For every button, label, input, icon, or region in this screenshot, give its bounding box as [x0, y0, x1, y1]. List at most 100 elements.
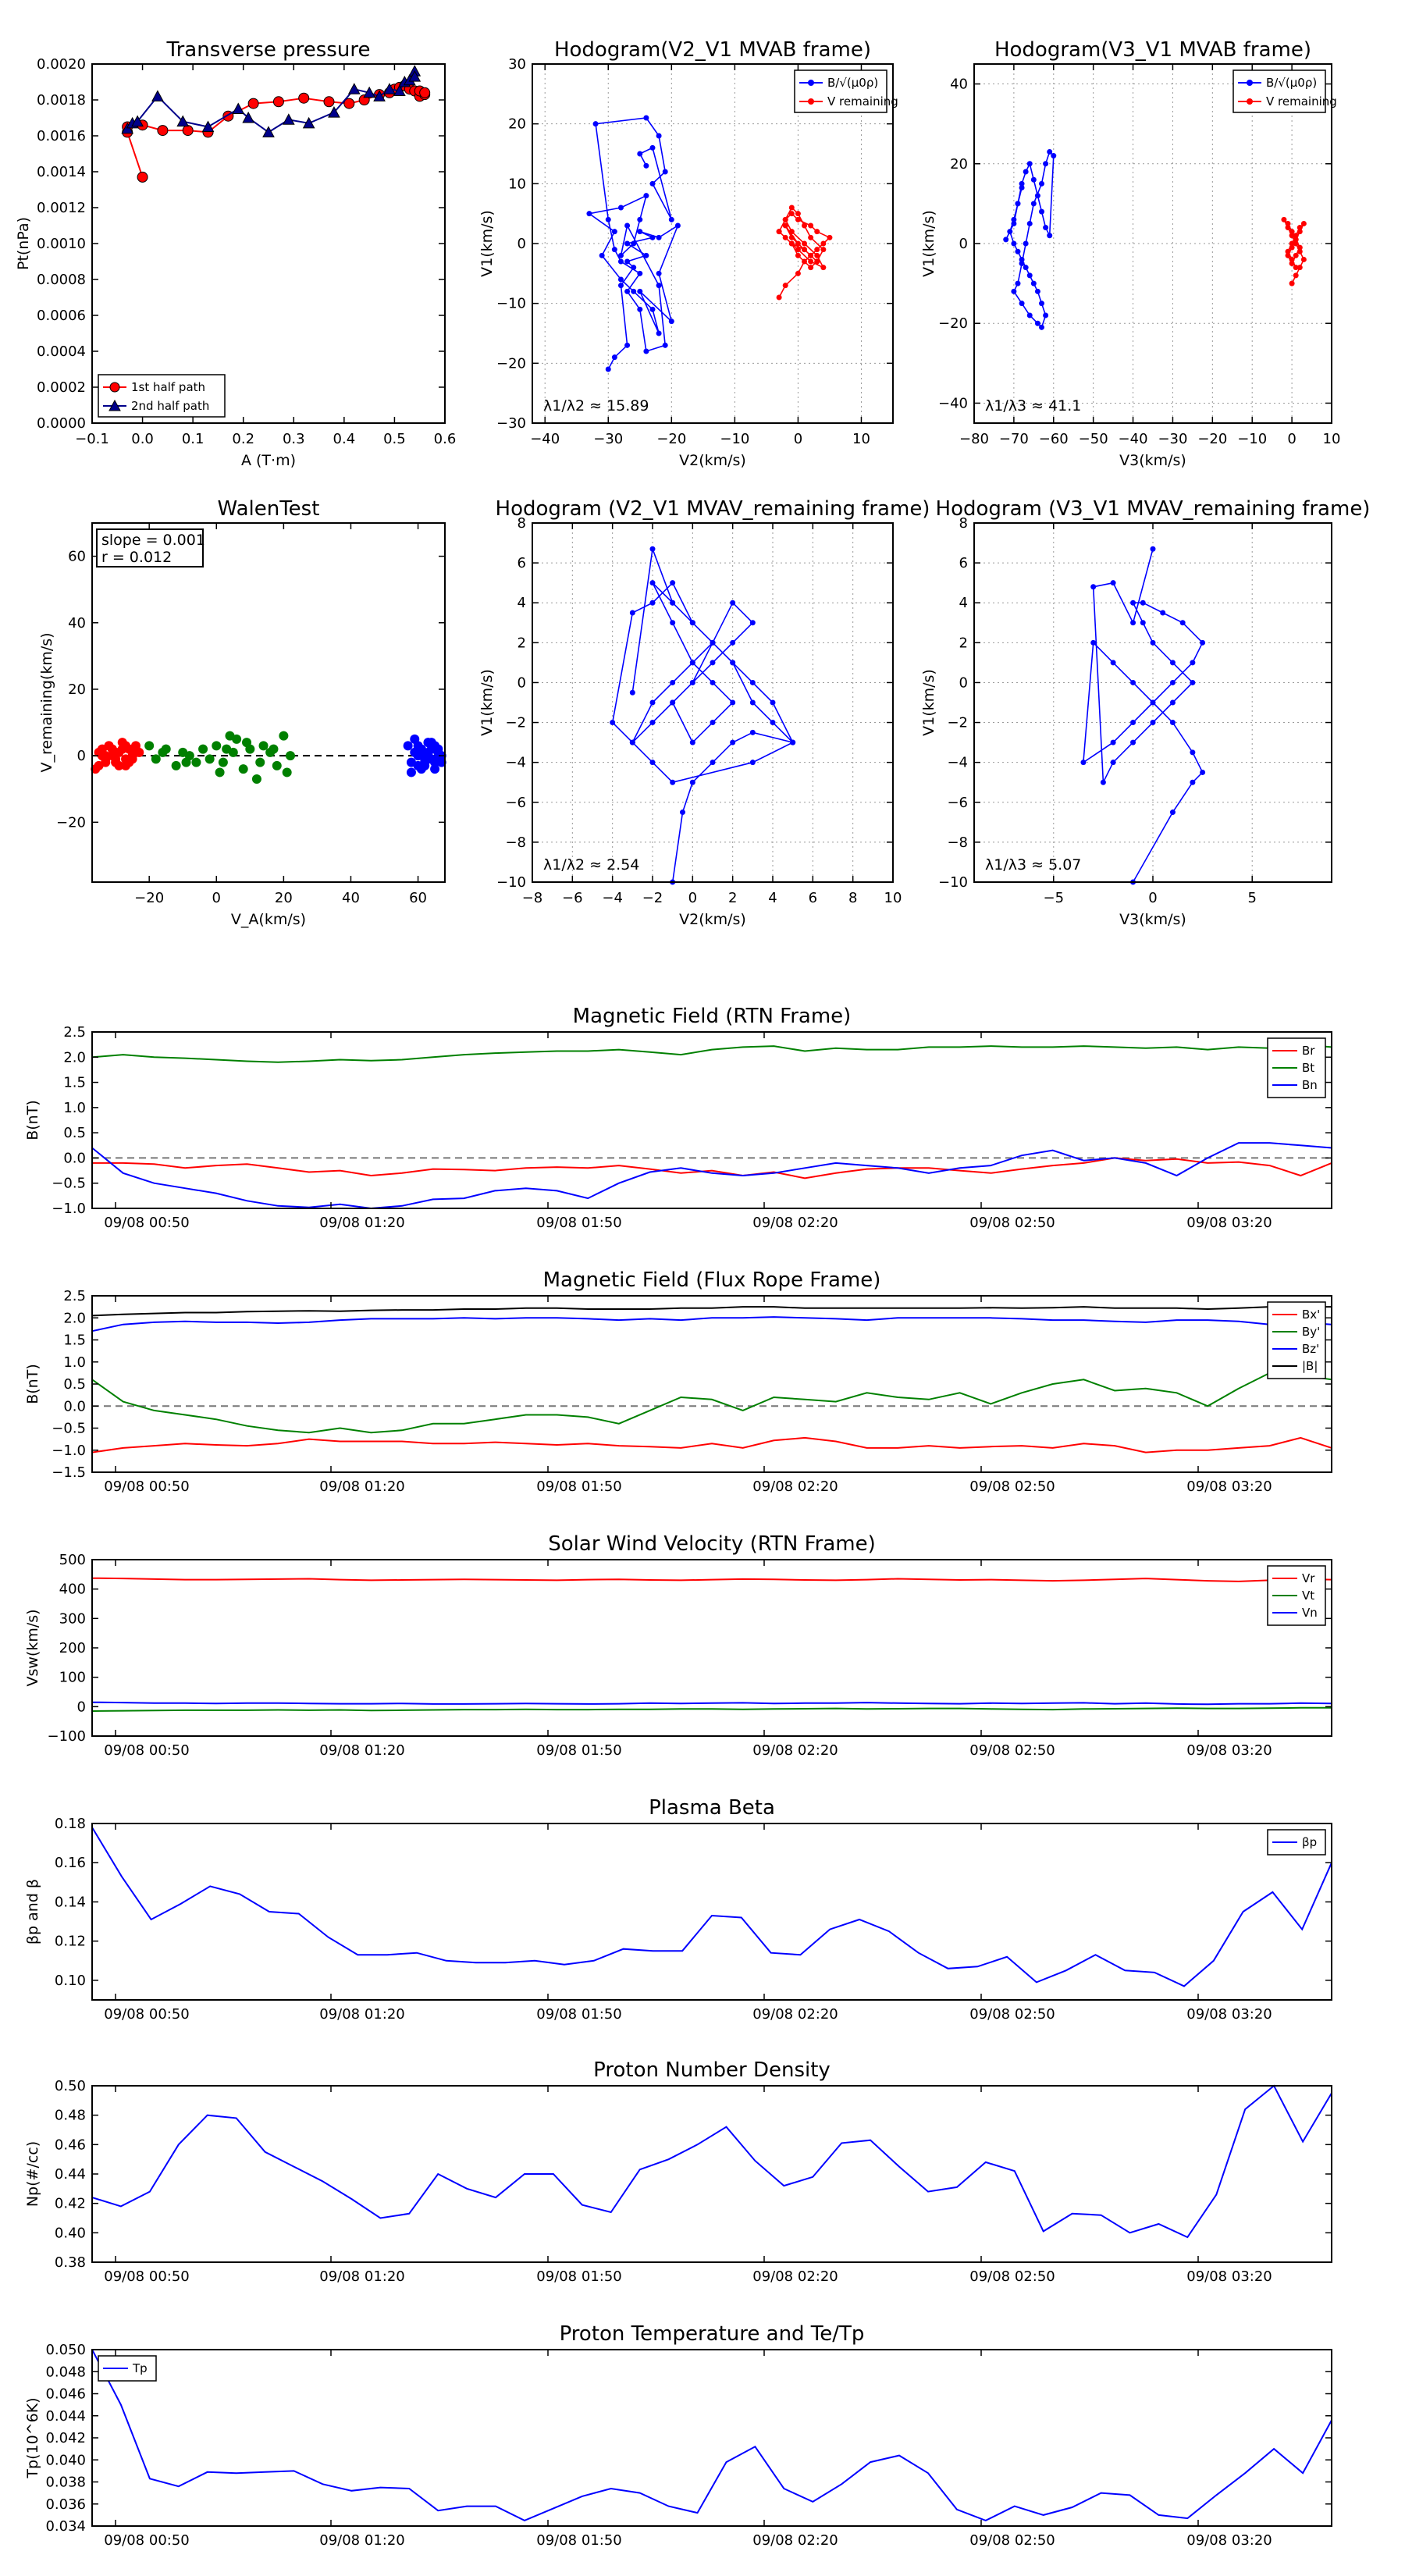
data-point [637, 229, 643, 235]
data-point [1019, 180, 1025, 187]
data-point [1297, 225, 1303, 231]
legend-entry: Vt [1302, 1589, 1314, 1603]
y-tick-label: −100 [48, 1728, 86, 1745]
data-point [629, 739, 635, 745]
y-tick-label: 6 [959, 555, 968, 571]
data-point [1297, 229, 1303, 235]
x-tick-label: 6 [809, 890, 817, 906]
x-tick-label: 10 [852, 431, 870, 447]
data-point [670, 620, 676, 626]
x-tick-label: 09/08 03:20 [1186, 2532, 1272, 2549]
data-point [258, 741, 269, 751]
data-point [656, 283, 662, 289]
data-point [1100, 779, 1106, 785]
x-tick-label: 09/08 03:20 [1186, 2006, 1272, 2023]
series-b-0- [1003, 148, 1057, 330]
y-tick-label: 2.5 [63, 1288, 86, 1304]
data-point [788, 229, 795, 235]
annotation-line: slope = 0.001 [101, 532, 205, 549]
legend-marker [109, 382, 120, 393]
x-tick-label: −70 [999, 431, 1029, 447]
x-tick-label: −20 [1197, 431, 1227, 447]
y-tick-label: 2 [518, 635, 526, 651]
x-tick-label: 0.1 [182, 431, 205, 447]
x-tick-label: 09/08 02:20 [752, 2006, 838, 2023]
data-point [808, 258, 814, 265]
y-axis-label: Vsw(km/s) [24, 1609, 41, 1686]
y-tick-label: 0.0014 [37, 164, 86, 180]
data-point [1110, 739, 1116, 745]
data-point [617, 205, 624, 211]
series-line-bx [91, 1436, 1332, 1453]
data-point [1034, 320, 1040, 326]
y-tick-label: 0.046 [45, 2386, 86, 2403]
y-tick-label: 0 [518, 674, 526, 691]
data-point [302, 116, 315, 129]
data-point [629, 610, 635, 616]
x-tick-label: −80 [959, 431, 989, 447]
data-point [611, 247, 617, 253]
data-point [222, 744, 232, 754]
x-axis-label: V3(km/s) [1119, 452, 1186, 469]
y-tick-label: 0.40 [55, 2225, 86, 2241]
data-point [814, 252, 820, 258]
y-tick-label: 0.50 [55, 2078, 86, 2094]
y-tick-label: 40 [950, 76, 968, 93]
y-tick-label: 500 [59, 1552, 86, 1568]
chart-title: Proton Number Density [593, 2058, 831, 2082]
y-tick-label: 0.0006 [37, 308, 86, 324]
legend-entry: B/√(μ0ρ) [1266, 76, 1317, 90]
panel-hodogram-v2-v1-mvav: −8 −6 −4 −2 0 2 4 6 8 10−10−8−6−4−202468Hodogram … [478, 497, 930, 928]
data-point [101, 751, 111, 761]
data-point [1090, 639, 1097, 646]
data-point [201, 120, 215, 132]
y-tick-label: −8 [947, 834, 968, 851]
eigenvalue-ratio-annotation: λ1/λ3 ≈ 5.07 [985, 856, 1081, 873]
data-point [1200, 769, 1206, 775]
data-point [814, 258, 820, 265]
y-tick-label: 20 [508, 116, 526, 133]
y-tick-label: −2 [947, 715, 968, 731]
chart-title: Hodogram (V3_V1 MVAV_remaining frame) [936, 497, 1371, 521]
y-tick-label: 10 [508, 176, 526, 192]
plot-frame [532, 522, 894, 883]
y-tick-label: 6 [518, 555, 526, 571]
data-point [158, 747, 168, 757]
data-point [643, 115, 649, 121]
data-point [605, 366, 611, 372]
panel-proton-density: 09/08 00:50 09/08 01:20 09/08 01:50 09/08 0… [24, 2058, 1332, 2285]
data-point [182, 125, 194, 137]
data-point [1190, 660, 1196, 666]
data-point [617, 258, 624, 265]
x-tick-label: 09/08 02:20 [752, 1478, 838, 1495]
legend-entry: Bz' [1302, 1342, 1319, 1356]
data-point [1026, 272, 1033, 279]
data-point [643, 193, 649, 199]
x-tick-label: 09/08 02:50 [969, 1478, 1055, 1495]
x-tick-label: 40 [342, 890, 360, 906]
data-point [802, 240, 808, 247]
data-point [1130, 720, 1136, 726]
series-line-tp [91, 2349, 1332, 2521]
x-tick-label: 09/08 02:20 [752, 1215, 838, 1231]
data-point [820, 265, 827, 271]
data-point [680, 809, 685, 816]
panel-mag-flux-rope: 09/08 00:50 09/08 01:20 09/08 01:50 09/08 0… [24, 1268, 1332, 1495]
data-point [1169, 679, 1176, 685]
data-point [137, 171, 148, 183]
data-point [347, 83, 361, 94]
x-tick-label: −8 [522, 890, 543, 906]
data-point [710, 660, 716, 666]
data-point [1039, 301, 1045, 307]
x-tick-label: 09/08 01:20 [319, 2532, 404, 2549]
panel-hodogram-v3-v1-mvab: −80 −70 −60 −50 −40 −30 −20 −10 0 10 −40 −20 0 20 40 Ho… [920, 38, 1340, 469]
y-tick-label: 0.12 [55, 1934, 86, 1950]
x-tick-label: 09/08 02:50 [969, 1742, 1055, 1759]
x-axis-label: V2(km/s) [679, 911, 746, 928]
data-point [408, 70, 422, 82]
data-point [1289, 240, 1295, 247]
y-tick-label: 2.5 [63, 1024, 86, 1041]
data-point [1169, 660, 1176, 666]
y-tick-label: −1.0 [52, 1443, 86, 1459]
x-tick-label: 09/08 03:20 [1186, 1478, 1272, 1495]
